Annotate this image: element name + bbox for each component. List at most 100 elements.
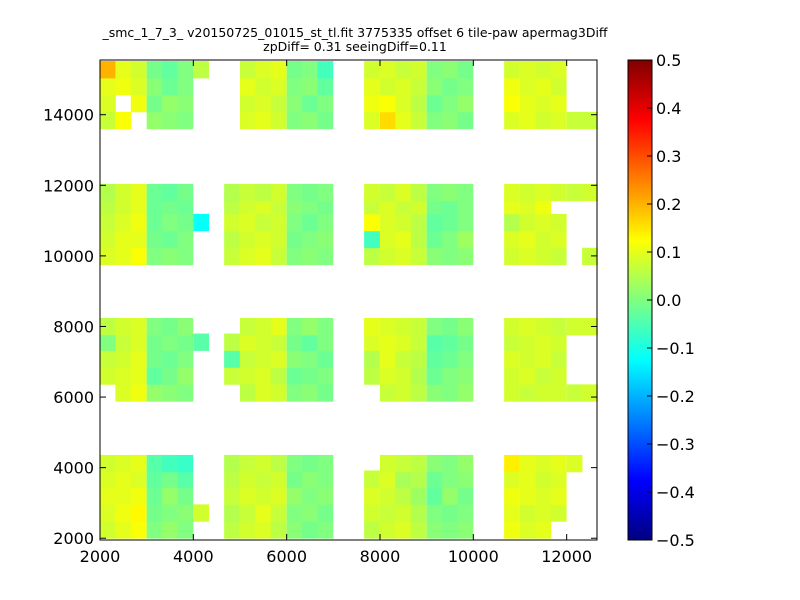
heatmap-cell [115,196,132,215]
heatmap-cell [115,213,132,232]
heatmap-cell [177,213,194,232]
y-tick: 10000 [43,247,597,266]
heatmap-cell [224,183,240,202]
heatmap-cell [535,183,552,202]
heatmap-cell [162,94,178,113]
heatmap-cell [457,384,474,402]
colorbar-tick-label: 0.0 [656,291,681,310]
heatmap-cell [100,367,116,385]
heatmap-cell [380,318,396,336]
x-tick: 6000 [266,60,307,566]
heatmap-cell [162,504,178,522]
colorbar-tick: −0.1 [647,339,695,358]
heatmap-cell [177,183,194,202]
heatmap-cell [255,183,272,202]
heatmap-cell [240,487,256,505]
heatmap-cell [504,61,520,79]
heatmap-cell [146,367,163,385]
heatmap-cell [270,61,287,79]
heatmap-cell [380,470,396,488]
heatmap-cell [535,230,552,249]
heatmap-cell [504,384,520,402]
heatmap-cell [380,384,396,402]
heatmap-cell [457,367,474,385]
heatmap-cell [255,94,272,113]
x-tick-label: 8000 [360,547,401,566]
heatmap-cell [100,78,116,96]
heatmap-cell [177,487,194,505]
heatmap-cell [457,196,474,215]
heatmap-cell [395,470,412,488]
heatmap-cell [130,78,147,96]
heatmap-cell [162,384,178,402]
heatmap-cell [255,230,272,249]
colorbar-axis: −0.5 −0.4 −0.3 −0.2 −0.1 0.0 0.1 0.2 0.3 0.4 0.5 [647,51,695,550]
colorbar-tick: 0.0 [647,291,681,310]
heatmap-cell [115,318,132,336]
heatmap-cell [146,454,163,473]
heatmap-cell [395,367,412,385]
colorbar-tick-label: −0.1 [656,339,695,358]
heatmap-cell [193,504,210,522]
heatmap-cell [286,183,303,202]
heatmap-cell [364,183,380,202]
heatmap-cell [317,487,334,505]
heatmap-cell [255,213,272,232]
heatmap-cell [286,61,303,79]
heatmap-cell [566,318,583,336]
y-tick-label: 8000 [53,317,94,336]
heatmap-cell [380,247,396,266]
heatmap-cell [240,247,256,266]
heatmap-cell [162,470,178,488]
heatmap-cell [395,521,412,539]
heatmap-cell [426,213,443,232]
heatmap-cell [270,213,287,232]
x-tick: 8000 [360,60,401,566]
heatmap-cell [395,318,412,336]
heatmap-cell [395,350,412,368]
heatmap-cell [550,111,567,130]
heatmap-cell [130,247,147,266]
heatmap-cell [115,61,132,79]
x-tick: 10000 [448,60,499,566]
heatmap-cell [240,318,256,336]
heatmap-cell [130,230,147,249]
heatmap-cell [100,350,116,368]
heatmap-cell [442,487,458,505]
x-tick-label: 12000 [541,547,592,566]
heatmap-cell [364,350,380,368]
heatmap-cell [410,230,427,249]
heatmap-cell [240,94,256,113]
heatmap-cell [442,504,458,522]
heatmap-cell [426,333,443,351]
heatmap-cell [115,230,132,249]
heatmap-cell [535,350,552,368]
heatmap-cell [442,384,458,402]
heatmap-cell [115,333,132,351]
heatmap-cell [535,318,552,336]
heatmap-cell [442,367,458,385]
colorbar-tick-label: −0.3 [656,435,695,454]
heatmap-cell [302,487,318,505]
heatmap-cell [115,487,132,505]
colorbar-tick-label: −0.4 [656,483,695,502]
heatmap-cell [457,213,474,232]
heatmap-cell [224,521,240,539]
colorbar-tick: −0.5 [647,531,695,550]
heatmap-cell [162,213,178,232]
heatmap-cell [520,454,536,473]
y-tick-label: 6000 [53,388,94,407]
colorbar-tick-label: 0.2 [656,195,681,214]
heatmap-cell [364,367,380,385]
heatmap-cell [302,230,318,249]
heatmap-cell [177,78,194,96]
heatmap-cell [130,94,147,113]
heatmap-cell [395,183,412,202]
heatmap-cell [286,367,303,385]
heatmap-cell [177,521,194,539]
heatmap-cell [130,333,147,351]
heatmap-cell [457,504,474,522]
heatmap-cell [255,247,272,266]
heatmap-cell [457,454,474,473]
heatmap-cell [146,333,163,351]
